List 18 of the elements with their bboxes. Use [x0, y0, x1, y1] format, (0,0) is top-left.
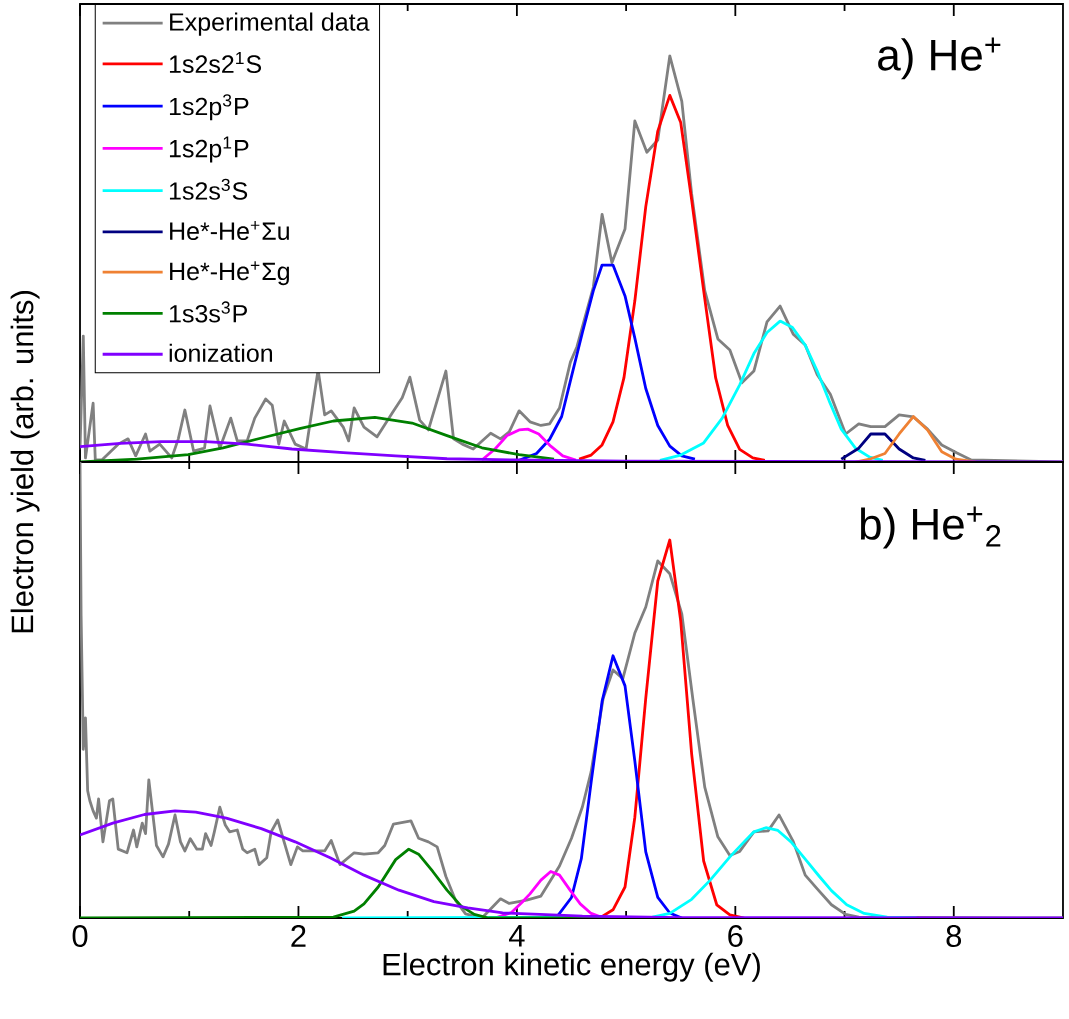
text: b) He$^{+}$2: [860, 506, 1001, 549]
x-tick-label: 0: [72, 925, 88, 948]
y-axis-title: Electron yield (arb. units): [10, 291, 40, 633]
legend-label: 1s2p$^{3}$P: [169, 94, 249, 121]
legend-label: 1s2p$^{1}$P: [169, 136, 249, 163]
legend-label: He*-He$^{+}$Σu: [170, 220, 289, 241]
x-tick-label: 4: [508, 925, 525, 947]
chart-title: a) He$^{+}$: [878, 37, 1001, 80]
x-tick-label: 6: [728, 925, 743, 948]
x-tick-label: 2: [291, 925, 306, 947]
legend-label: Experimental data: [170, 12, 370, 36]
x-tick-label: 8: [946, 925, 962, 948]
legend-label: ionization: [169, 343, 273, 363]
legend-label: 1s2s$^{3}$S: [169, 178, 248, 200]
x-axis-title: Electron kinetic energy (eV): [383, 952, 760, 982]
legend-label: 1s2s2$^{1}$S: [169, 52, 262, 74]
legend-label: He*-He$^{+}$Σg: [170, 261, 289, 286]
legend-label: 1s3s$^{3}$P: [169, 301, 247, 323]
